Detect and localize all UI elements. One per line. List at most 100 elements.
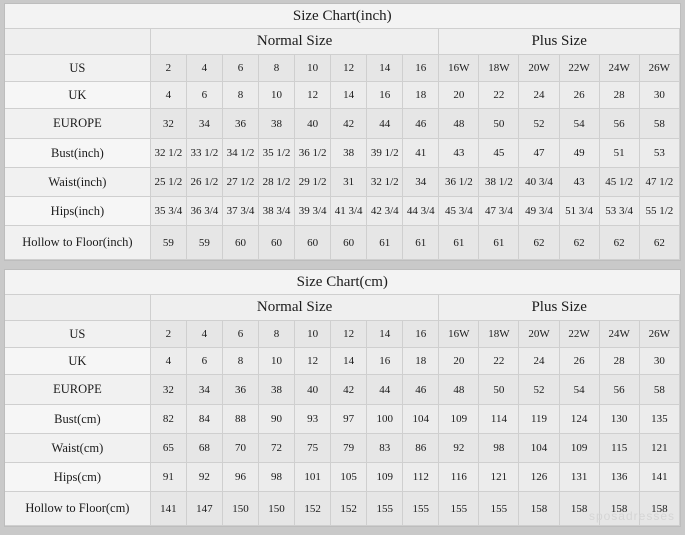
- cell-europe-13: 58: [638, 374, 681, 405]
- row-label-waist: Waist(cm): [5, 433, 151, 463]
- cell-hollow-13: 158: [638, 491, 681, 526]
- cell-uk-8: 20: [438, 347, 480, 375]
- cell-hollow-1: 147: [185, 491, 223, 526]
- cell-europe-6: 44: [366, 374, 404, 405]
- table-row: Hips(cm) 91 92 96 98 101 105 109 112 116 121 126 131…: [5, 462, 681, 492]
- table-row: UK 4 6 8 10 12 14 16 18 20 22 24 26 28 30: [5, 347, 681, 375]
- cell-waist-4: 29 1/2: [294, 167, 332, 197]
- cell-uk-3: 10: [257, 347, 296, 375]
- cell-waist-2: 70: [221, 433, 260, 463]
- cell-hollow-0: 59: [149, 225, 187, 260]
- cell-hips-2: 37 3/4: [221, 196, 260, 226]
- cell-us-13: 26W: [638, 54, 681, 82]
- row-label-europe: EUROPE: [5, 374, 151, 405]
- cell-hips-9: 47 3/4: [478, 196, 520, 226]
- cell-uk-2: 8: [221, 81, 260, 109]
- cell-uk-5: 14: [330, 347, 368, 375]
- cell-uk-11: 26: [558, 347, 600, 375]
- cell-us-5: 12: [330, 320, 368, 348]
- cell-uk-0: 4: [149, 81, 187, 109]
- size-chart-cm-table: Size Chart(cm) Normal Size Plus Size US 2 4 6 8…: [5, 270, 681, 526]
- cell-hips-1: 36 3/4: [185, 196, 223, 226]
- cell-hollow-3: 60: [257, 225, 296, 260]
- cell-hips-3: 38 3/4: [257, 196, 296, 226]
- cell-bust-7: 104: [402, 404, 440, 434]
- cell-waist-7: 86: [402, 433, 440, 463]
- cell-europe-11: 54: [558, 108, 600, 139]
- table-row: Hips(inch) 35 3/4 36 3/4 37 3/4 38 3/4 39 3/4…: [5, 196, 681, 226]
- cell-hollow-4: 60: [294, 225, 332, 260]
- cell-bust-4: 93: [294, 404, 332, 434]
- cell-bust-8: 43: [438, 138, 480, 168]
- cell-hollow-12: 158: [598, 491, 640, 526]
- cell-hips-3: 98: [257, 462, 296, 492]
- cell-waist-10: 40 3/4: [518, 167, 560, 197]
- charts-container: Size Chart(inch) Normal Size Plus Size US 2 4…: [4, 3, 681, 535]
- cell-bust-12: 130: [598, 404, 640, 434]
- cell-us-12: 24W: [598, 54, 640, 82]
- cell-us-2: 6: [221, 320, 260, 348]
- cell-hips-6: 42 3/4: [366, 196, 404, 226]
- cell-uk-2: 8: [221, 347, 260, 375]
- cell-waist-1: 68: [185, 433, 223, 463]
- row-label-hips: Hips(inch): [5, 196, 151, 226]
- title-row: Size Chart(inch): [5, 4, 680, 29]
- cell-us-1: 4: [185, 320, 223, 348]
- cell-europe-13: 58: [638, 108, 681, 139]
- cell-hollow-8: 61: [438, 225, 480, 260]
- cell-hollow-10: 158: [518, 491, 560, 526]
- cell-hollow-9: 155: [478, 491, 520, 526]
- cell-waist-6: 83: [366, 433, 404, 463]
- cell-us-9: 18W: [478, 54, 520, 82]
- cell-hollow-1: 59: [185, 225, 223, 260]
- cell-us-9: 18W: [478, 320, 520, 348]
- cell-hips-8: 45 3/4: [438, 196, 480, 226]
- cell-waist-2: 27 1/2: [221, 167, 260, 197]
- chart-title: Size Chart(cm): [5, 270, 680, 295]
- cell-waist-4: 75: [294, 433, 332, 463]
- cell-us-12: 24W: [598, 320, 640, 348]
- cell-us-0: 2: [149, 54, 187, 82]
- row-label-us: US: [5, 320, 151, 348]
- title-row: Size Chart(cm): [5, 270, 680, 295]
- cell-waist-9: 38 1/2: [478, 167, 520, 197]
- cell-hollow-11: 62: [558, 225, 600, 260]
- cell-hollow-6: 61: [366, 225, 404, 260]
- table-row: UK 4 6 8 10 12 14 16 18 20 22 24 26 28 30: [5, 81, 681, 109]
- cell-bust-5: 38: [330, 138, 368, 168]
- cell-hips-12: 136: [598, 462, 640, 492]
- cell-waist-8: 36 1/2: [438, 167, 480, 197]
- cell-us-10: 20W: [518, 320, 560, 348]
- cell-bust-0: 32 1/2: [149, 138, 187, 168]
- row-label-hollow: Hollow to Floor(inch): [5, 225, 151, 260]
- cell-bust-2: 34 1/2: [221, 138, 260, 168]
- cell-bust-6: 100: [366, 404, 404, 434]
- row-label-europe: EUROPE: [5, 108, 151, 139]
- cell-waist-11: 43: [558, 167, 600, 197]
- group-header-row: Normal Size Plus Size: [5, 294, 680, 321]
- cell-uk-9: 22: [478, 81, 520, 109]
- cell-uk-3: 10: [257, 81, 296, 109]
- cell-hollow-7: 155: [402, 491, 440, 526]
- cell-waist-3: 28 1/2: [257, 167, 296, 197]
- cell-us-4: 10: [294, 320, 332, 348]
- row-label-us: US: [5, 54, 151, 82]
- cell-europe-5: 42: [330, 374, 368, 405]
- cell-bust-5: 97: [330, 404, 368, 434]
- cell-bust-1: 84: [185, 404, 223, 434]
- size-chart-inch-table: Size Chart(inch) Normal Size Plus Size US 2 4…: [5, 4, 681, 260]
- cell-hips-4: 39 3/4: [294, 196, 332, 226]
- cell-europe-12: 56: [598, 374, 640, 405]
- table-row: Bust(inch) 32 1/2 33 1/2 34 1/2 35 1/2 36 1/2…: [5, 138, 681, 168]
- cell-hollow-12: 62: [598, 225, 640, 260]
- cell-bust-4: 36 1/2: [294, 138, 332, 168]
- table-row: EUROPE 32 34 36 38 40 42 44 46 48 50 52 54 56 58: [5, 374, 681, 405]
- cell-uk-12: 28: [598, 81, 640, 109]
- cell-waist-13: 47 1/2: [638, 167, 681, 197]
- cell-europe-9: 50: [478, 374, 520, 405]
- cell-us-3: 8: [257, 320, 296, 348]
- cell-uk-4: 12: [294, 81, 332, 109]
- table-row: Hollow to Floor(inch) 59 59 60 60 60 60 61 61 61 6…: [5, 225, 681, 260]
- cell-bust-12: 51: [598, 138, 640, 168]
- cell-us-11: 22W: [558, 54, 600, 82]
